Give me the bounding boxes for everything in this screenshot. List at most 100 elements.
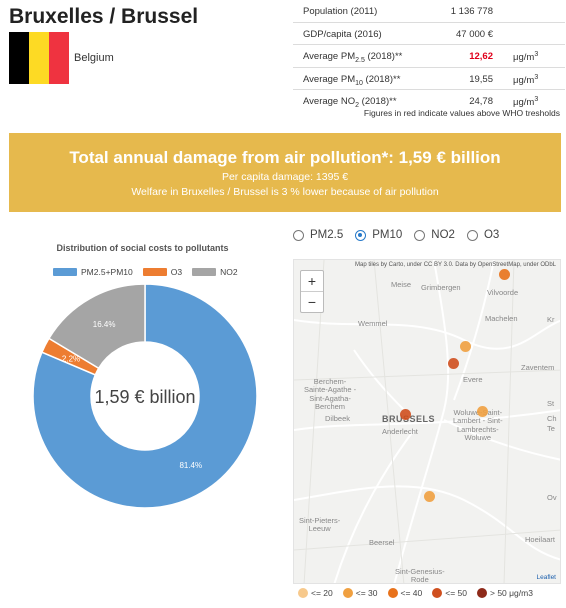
place-st: St	[547, 399, 555, 408]
map-legend-item: <= 50	[432, 588, 467, 598]
stat-unit: μg/m3	[513, 96, 539, 109]
radio-circle[interactable]	[466, 229, 478, 241]
flag-stripe-yellow	[29, 32, 49, 84]
map-legend-item: <= 40	[387, 588, 423, 598]
stats-table: Population (2011) 1 136 778 GDP/capita (…	[293, 0, 565, 112]
radio-label: O3	[483, 229, 500, 241]
stat-label: Population (2011)	[303, 6, 378, 17]
place-anderlecht: Anderlecht	[382, 427, 418, 436]
radio-label: NO2	[431, 229, 455, 241]
place-meise: Meise	[391, 280, 412, 289]
legend-swatch	[53, 268, 77, 276]
legend-dot	[387, 588, 398, 598]
place-hoeilaart: Hoeilaart	[525, 535, 556, 544]
place-wemmel: Wemmel	[358, 319, 388, 328]
place-beersel: Beersel	[369, 538, 395, 547]
cost-distribution-donut: 81.4% 2.2% 16.4% 1,59 € billion	[32, 283, 258, 509]
flag-stripe-red	[49, 32, 69, 84]
stat-unit: μg/m3	[513, 51, 539, 64]
place-ch: Ch	[547, 414, 557, 423]
legend-label: <= 20	[311, 588, 333, 598]
place-ov: Ov	[547, 493, 557, 502]
slice-value-label: 2.2%	[62, 354, 80, 363]
flag-stripe-black	[9, 32, 29, 84]
stat-unit: μg/m3	[513, 73, 539, 86]
zoom-in-button[interactable]: +	[307, 273, 317, 289]
place-sint-genesius-rode: Sint-Genesius- Rode	[395, 567, 445, 584]
legend-swatch	[192, 268, 217, 276]
radio-pm10[interactable]: PM10	[355, 229, 402, 241]
belgium-flag	[9, 32, 69, 84]
stat-label: Average NO2 (2018)**	[303, 96, 397, 109]
radio-o3[interactable]: O3	[466, 229, 500, 241]
legend-label: <= 30	[355, 588, 378, 598]
stat-value: 24,78	[469, 96, 493, 107]
monitoring-station[interactable]	[424, 491, 435, 502]
place-zaventem: Zaventem	[521, 363, 555, 372]
stat-population: Population (2011) 1 136 778	[293, 0, 565, 23]
legend-dot	[298, 588, 308, 598]
zoom-out-button[interactable]: −	[301, 291, 323, 312]
radio-circle[interactable]	[414, 229, 426, 241]
damage-banner: Total annual damage from air pollution*:…	[9, 133, 561, 212]
slice-value-label: 16.4%	[93, 320, 116, 329]
place-kr: Kr	[547, 315, 555, 324]
pollution-map[interactable]: Map tiles by Carto, under CC BY 3.0. Dat…	[293, 259, 561, 584]
leaflet-link[interactable]: Leaflet	[536, 574, 556, 581]
who-threshold-note: Figures in red indicate values above WHO…	[363, 108, 560, 118]
legend-label: NO2	[220, 267, 238, 277]
stat-value: 1 136 778	[450, 6, 493, 17]
donut-center-label: 1,59 € billion	[94, 387, 195, 407]
radio-circle[interactable]	[293, 229, 304, 241]
radio-label: PM10	[372, 229, 403, 241]
stat-pm10: Average PM10 (2018)** 19,55 μg/m3	[293, 68, 565, 90]
monitoring-station[interactable]	[448, 358, 459, 369]
legend-label: <= 50	[445, 588, 467, 598]
chart-title: Distribution of social costs to pollutan…	[56, 243, 229, 253]
map-attribution: Map tiles by Carto, under CC BY 3.0. Dat…	[355, 262, 556, 268]
stat-pm25: Average PM2.5 (2018)** 12,62 μg/m3	[293, 45, 565, 68]
zoom-control: + −	[300, 270, 324, 313]
radio-circle[interactable]	[355, 229, 367, 241]
stat-value: 12,62	[469, 51, 493, 62]
monitoring-station[interactable]	[460, 341, 471, 352]
legend-swatch	[142, 268, 167, 276]
map-legend-item: > 50 μg/m3	[477, 588, 533, 598]
stat-value: 47 000 €	[456, 28, 493, 40]
legend-item-pm[interactable]: PM2.5+PM10	[53, 267, 133, 277]
place-te: Te	[547, 424, 555, 433]
damage-headline: Total annual damage from air pollution*:…	[69, 148, 501, 167]
place-berchem: Berchem- Sainte-Agathe - Sint-Agatha- Be…	[304, 377, 357, 411]
legend-label: PM2.5+PM10	[81, 267, 133, 277]
country-name: Belgium	[74, 52, 114, 64]
place-sint-pieters-leeuw: Sint-Pieters- Leeuw	[299, 516, 341, 534]
chart-legend: PM2.5+PM10 O3 NO2	[53, 267, 238, 277]
legend-label: <= 40	[400, 588, 423, 598]
slice-value-label: 81.4%	[179, 461, 202, 470]
place-dilbeek: Dilbeek	[325, 414, 351, 423]
legend-dot	[342, 588, 353, 598]
monitoring-station[interactable]	[499, 269, 510, 280]
legend-label: O3	[170, 267, 183, 277]
radio-pm25[interactable]: PM2.5	[293, 229, 343, 241]
welfare-statement: Welfare in Bruxelles / Brussel is 3 % lo…	[131, 186, 439, 198]
city-title: Bruxelles / Brussel	[9, 5, 199, 28]
radio-no2[interactable]: NO2	[414, 229, 455, 241]
map-legend-item: <= 30	[342, 588, 378, 598]
legend-item-no2[interactable]: NO2	[192, 267, 238, 277]
stat-no2: Average NO2 (2018)** 24,78 μg/m3	[293, 90, 565, 112]
slice-no2[interactable]	[47, 283, 146, 370]
slice-pm[interactable]	[32, 283, 258, 509]
map-legend: <= 20 <= 30 <= 40 <= 50 > 50 μg/m3	[298, 588, 533, 598]
legend-dot	[477, 588, 487, 598]
place-vilvoorde: Vilvoorde	[487, 288, 519, 297]
stat-label: Average PM2.5 (2018)**	[303, 51, 403, 64]
pollutant-selector: PM2.5 PM10 NO2 O3	[293, 229, 499, 241]
legend-label: > 50 μg/m3	[490, 588, 533, 598]
legend-item-o3[interactable]: O3	[142, 267, 183, 277]
place-machelen: Machelen	[485, 314, 518, 323]
stat-gdp: GDP/capita (2016) 47 000 €	[293, 23, 565, 45]
monitoring-station[interactable]	[477, 406, 488, 417]
monitoring-station[interactable]	[400, 409, 411, 420]
per-capita-damage: Per capita damage: 1395 €	[221, 171, 349, 183]
